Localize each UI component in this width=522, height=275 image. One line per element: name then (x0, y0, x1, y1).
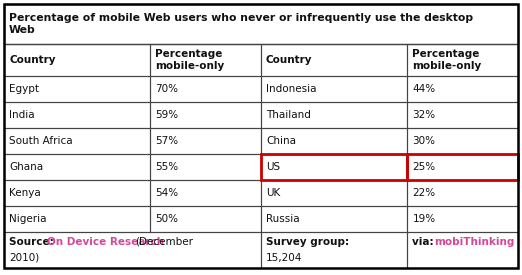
Bar (4, 76, 150, 102)
Text: Percentage
mobile-only: Percentage mobile-only (156, 49, 225, 71)
Text: 50%: 50% (156, 214, 179, 224)
Text: Country: Country (9, 55, 55, 65)
Bar (408, 180, 518, 206)
Bar (261, 128, 408, 154)
Text: 19%: 19% (412, 214, 436, 224)
Text: Kenya: Kenya (9, 188, 41, 198)
Text: 57%: 57% (156, 136, 179, 146)
Bar (261, 76, 408, 102)
Bar (150, 206, 261, 232)
Text: via:: via: (412, 237, 438, 247)
Bar (150, 128, 261, 154)
Text: Nigeria: Nigeria (9, 214, 46, 224)
Text: China: China (266, 136, 296, 146)
Bar (4, 102, 150, 128)
Bar (408, 154, 518, 180)
Bar (408, 232, 518, 268)
Text: Percentage
mobile-only: Percentage mobile-only (412, 49, 482, 71)
Text: India: India (9, 110, 34, 120)
Text: Source:: Source: (9, 237, 57, 247)
Bar (261, 154, 408, 180)
Bar (4, 44, 150, 76)
Text: Country: Country (266, 55, 313, 65)
Text: 32%: 32% (412, 110, 436, 120)
Text: 2010): 2010) (9, 253, 39, 263)
Bar (4, 232, 261, 268)
Bar (150, 154, 261, 180)
Text: 22%: 22% (412, 188, 436, 198)
Bar (261, 180, 408, 206)
Text: mobiThinking: mobiThinking (434, 237, 515, 247)
Text: UK: UK (266, 188, 280, 198)
Text: (December: (December (135, 237, 193, 247)
Text: 30%: 30% (412, 136, 435, 146)
Bar (408, 206, 518, 232)
Bar (261, 102, 408, 128)
Text: Percentage of mobile Web users who never or infrequently use the desktop
Web: Percentage of mobile Web users who never… (9, 13, 473, 35)
Bar (4, 128, 150, 154)
Text: 15,204: 15,204 (266, 253, 302, 263)
Bar (150, 76, 261, 102)
Bar (261, 232, 408, 268)
Text: Survey group:: Survey group: (266, 237, 349, 247)
Bar (261, 44, 408, 76)
Text: US: US (266, 162, 280, 172)
Text: On Device Research: On Device Research (47, 237, 164, 247)
Bar (4, 206, 150, 232)
Text: 25%: 25% (412, 162, 436, 172)
Text: South Africa: South Africa (9, 136, 73, 146)
Text: Ghana: Ghana (9, 162, 43, 172)
Text: 44%: 44% (412, 84, 436, 94)
Text: 54%: 54% (156, 188, 179, 198)
Bar (150, 44, 261, 76)
Bar (408, 76, 518, 102)
Text: 59%: 59% (156, 110, 179, 120)
Bar (261, 206, 408, 232)
Text: Russia: Russia (266, 214, 300, 224)
Text: Thailand: Thailand (266, 110, 311, 120)
Bar (150, 102, 261, 128)
Text: Indonesia: Indonesia (266, 84, 316, 94)
Bar (4, 4, 518, 44)
Bar (408, 44, 518, 76)
Text: 55%: 55% (156, 162, 179, 172)
Text: Egypt: Egypt (9, 84, 39, 94)
Bar (4, 180, 150, 206)
Bar (150, 180, 261, 206)
Bar (4, 154, 150, 180)
Bar (408, 102, 518, 128)
Bar (408, 128, 518, 154)
Text: 70%: 70% (156, 84, 179, 94)
